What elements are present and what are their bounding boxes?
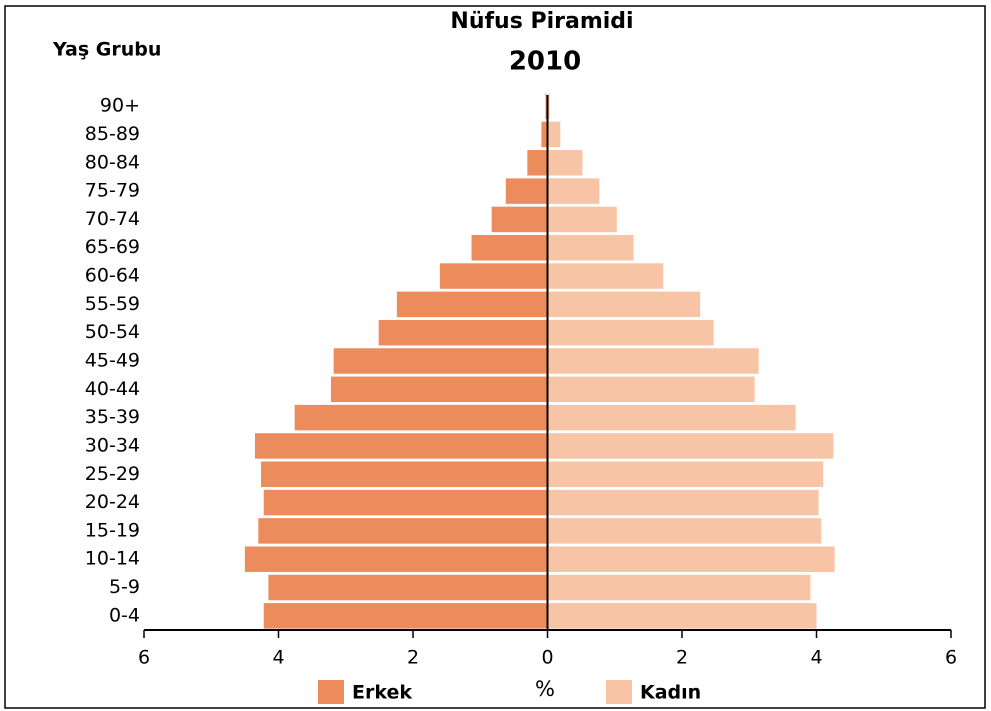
- bar: [548, 546, 835, 572]
- bar: [254, 433, 547, 459]
- bar: [330, 376, 547, 403]
- bar: [548, 121, 561, 148]
- bar: [471, 234, 547, 261]
- bar: [548, 319, 714, 346]
- bar: [439, 263, 547, 289]
- bar: [548, 461, 824, 488]
- y-tick-label: 30-34: [85, 434, 140, 456]
- y-tick-label: 60-64: [85, 265, 140, 287]
- y-axis-label: Yaş Grubu: [52, 39, 161, 61]
- bar: [548, 404, 796, 431]
- x-tick-label: 4: [810, 647, 822, 669]
- y-tick-label: 50-54: [85, 321, 140, 343]
- bar: [263, 489, 547, 516]
- chart-title: Nüfus Piramidi: [450, 9, 633, 34]
- frame: [4, 5, 986, 709]
- y-tick-label: 75-79: [85, 180, 140, 202]
- legend-swatch: [606, 680, 632, 704]
- bar: [548, 348, 759, 374]
- y-tick-label: 85-89: [85, 123, 140, 145]
- bar: [244, 546, 547, 572]
- bar: [333, 348, 547, 374]
- x-axis-label: %: [535, 677, 555, 701]
- x-tick-label: 6: [138, 647, 150, 669]
- y-tick-label: 35-39: [85, 406, 140, 428]
- y-tick-label: 5-9: [109, 576, 140, 598]
- y-tick-label: 70-74: [85, 208, 140, 230]
- bar: [396, 291, 547, 318]
- y-tick-label: 45-49: [85, 350, 140, 372]
- bar: [548, 603, 817, 629]
- y-tick-label: 80-84: [85, 151, 140, 173]
- bar: [548, 291, 701, 318]
- bar: [541, 121, 547, 148]
- bar: [548, 518, 822, 544]
- y-tick-label: 65-69: [85, 236, 140, 258]
- bar: [548, 234, 634, 261]
- y-tick-label: 10-14: [85, 548, 140, 570]
- bar: [548, 93, 550, 119]
- bar: [548, 376, 755, 403]
- bar: [548, 178, 600, 204]
- bar: [258, 518, 547, 544]
- y-tick-label: 15-19: [85, 519, 140, 541]
- bar: [527, 150, 547, 176]
- legend-label: Erkek: [352, 682, 412, 704]
- bar: [491, 206, 547, 233]
- bar: [268, 574, 547, 601]
- y-tick-label: 55-59: [85, 293, 140, 315]
- bar: [294, 404, 547, 431]
- y-tick-label: 0-4: [109, 604, 140, 626]
- y-tick-label: 20-24: [85, 491, 140, 513]
- bar: [545, 93, 547, 119]
- x-tick-label: 2: [407, 647, 419, 669]
- bar: [378, 319, 547, 346]
- y-tick-label: 40-44: [85, 378, 140, 400]
- x-tick-label: 2: [676, 647, 688, 669]
- bar: [548, 263, 664, 289]
- bar: [261, 461, 547, 488]
- legend-label: Kadın: [640, 682, 701, 704]
- bar: [263, 603, 547, 629]
- bar: [505, 178, 547, 204]
- bar: [548, 433, 834, 459]
- x-tick-label: 0: [541, 647, 553, 669]
- bar: [548, 574, 811, 601]
- bar: [548, 489, 819, 516]
- chart-subtitle: 2010: [509, 47, 581, 77]
- bar: [548, 206, 617, 233]
- x-tick-label: 6: [945, 647, 957, 669]
- x-tick-label: 4: [272, 647, 284, 669]
- y-tick-label: 90+: [100, 95, 140, 117]
- bar: [548, 150, 583, 176]
- legend-swatch: [318, 680, 344, 704]
- y-tick-label: 25-29: [85, 463, 140, 485]
